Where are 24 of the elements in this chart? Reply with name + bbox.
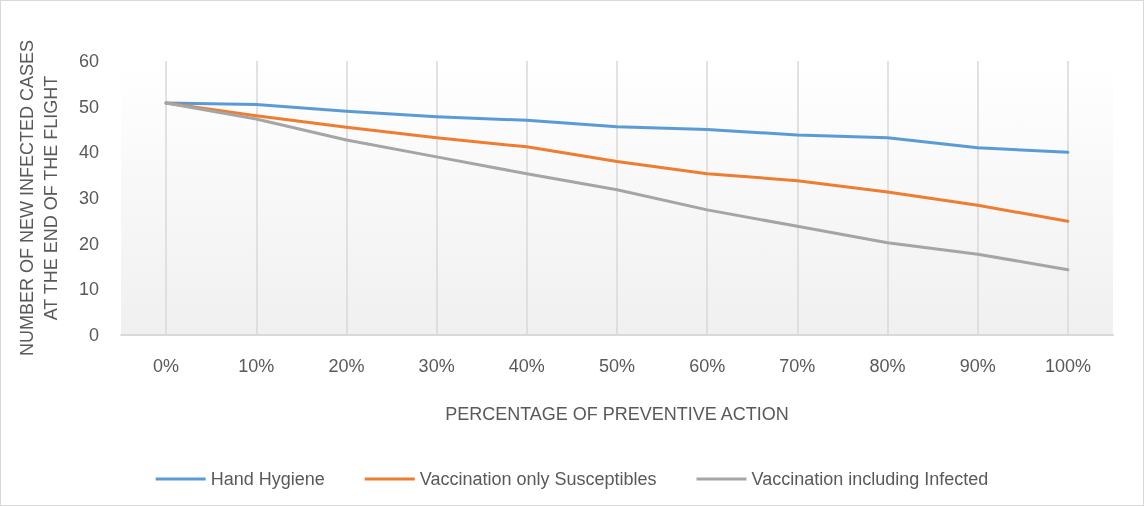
x-tick-label: 30% — [418, 356, 455, 376]
x-tick-label: 20% — [328, 356, 365, 376]
x-tick-label: 40% — [508, 356, 545, 376]
y-tick-label: 50 — [78, 96, 99, 117]
x-tick-label: 10% — [238, 356, 275, 376]
x-tick-label: 100% — [1044, 356, 1091, 376]
x-axis-title: PERCENTAGE OF PREVENTIVE ACTION — [445, 404, 789, 424]
y-tick-label: 40 — [78, 142, 99, 163]
legend-label: Hand Hygiene — [210, 469, 325, 489]
x-tick-label: 80% — [869, 356, 906, 376]
x-tick-label: 60% — [689, 356, 726, 376]
x-tick-label: 50% — [598, 356, 636, 376]
x-tick-label: 90% — [959, 356, 996, 376]
line-series — [164, 101, 1070, 272]
y-tick-label: 60 — [78, 51, 99, 71]
y-tick-label: 30 — [78, 188, 99, 208]
legend-label: Vaccination only Susceptibles — [419, 469, 657, 489]
y-tick-label: 20 — [78, 233, 99, 254]
x-tick-label: 70% — [779, 356, 816, 376]
legend-label: Vaccination including Infected — [751, 469, 989, 489]
y-tick-label: 0 — [88, 325, 99, 345]
x-tick-label: 0% — [153, 356, 180, 376]
y-tick-label: 10 — [78, 279, 99, 300]
y-axis-title: NUMBER OF NEW INFECTED CASES AT THE END OF THE FLIGHT — [17, 39, 61, 357]
